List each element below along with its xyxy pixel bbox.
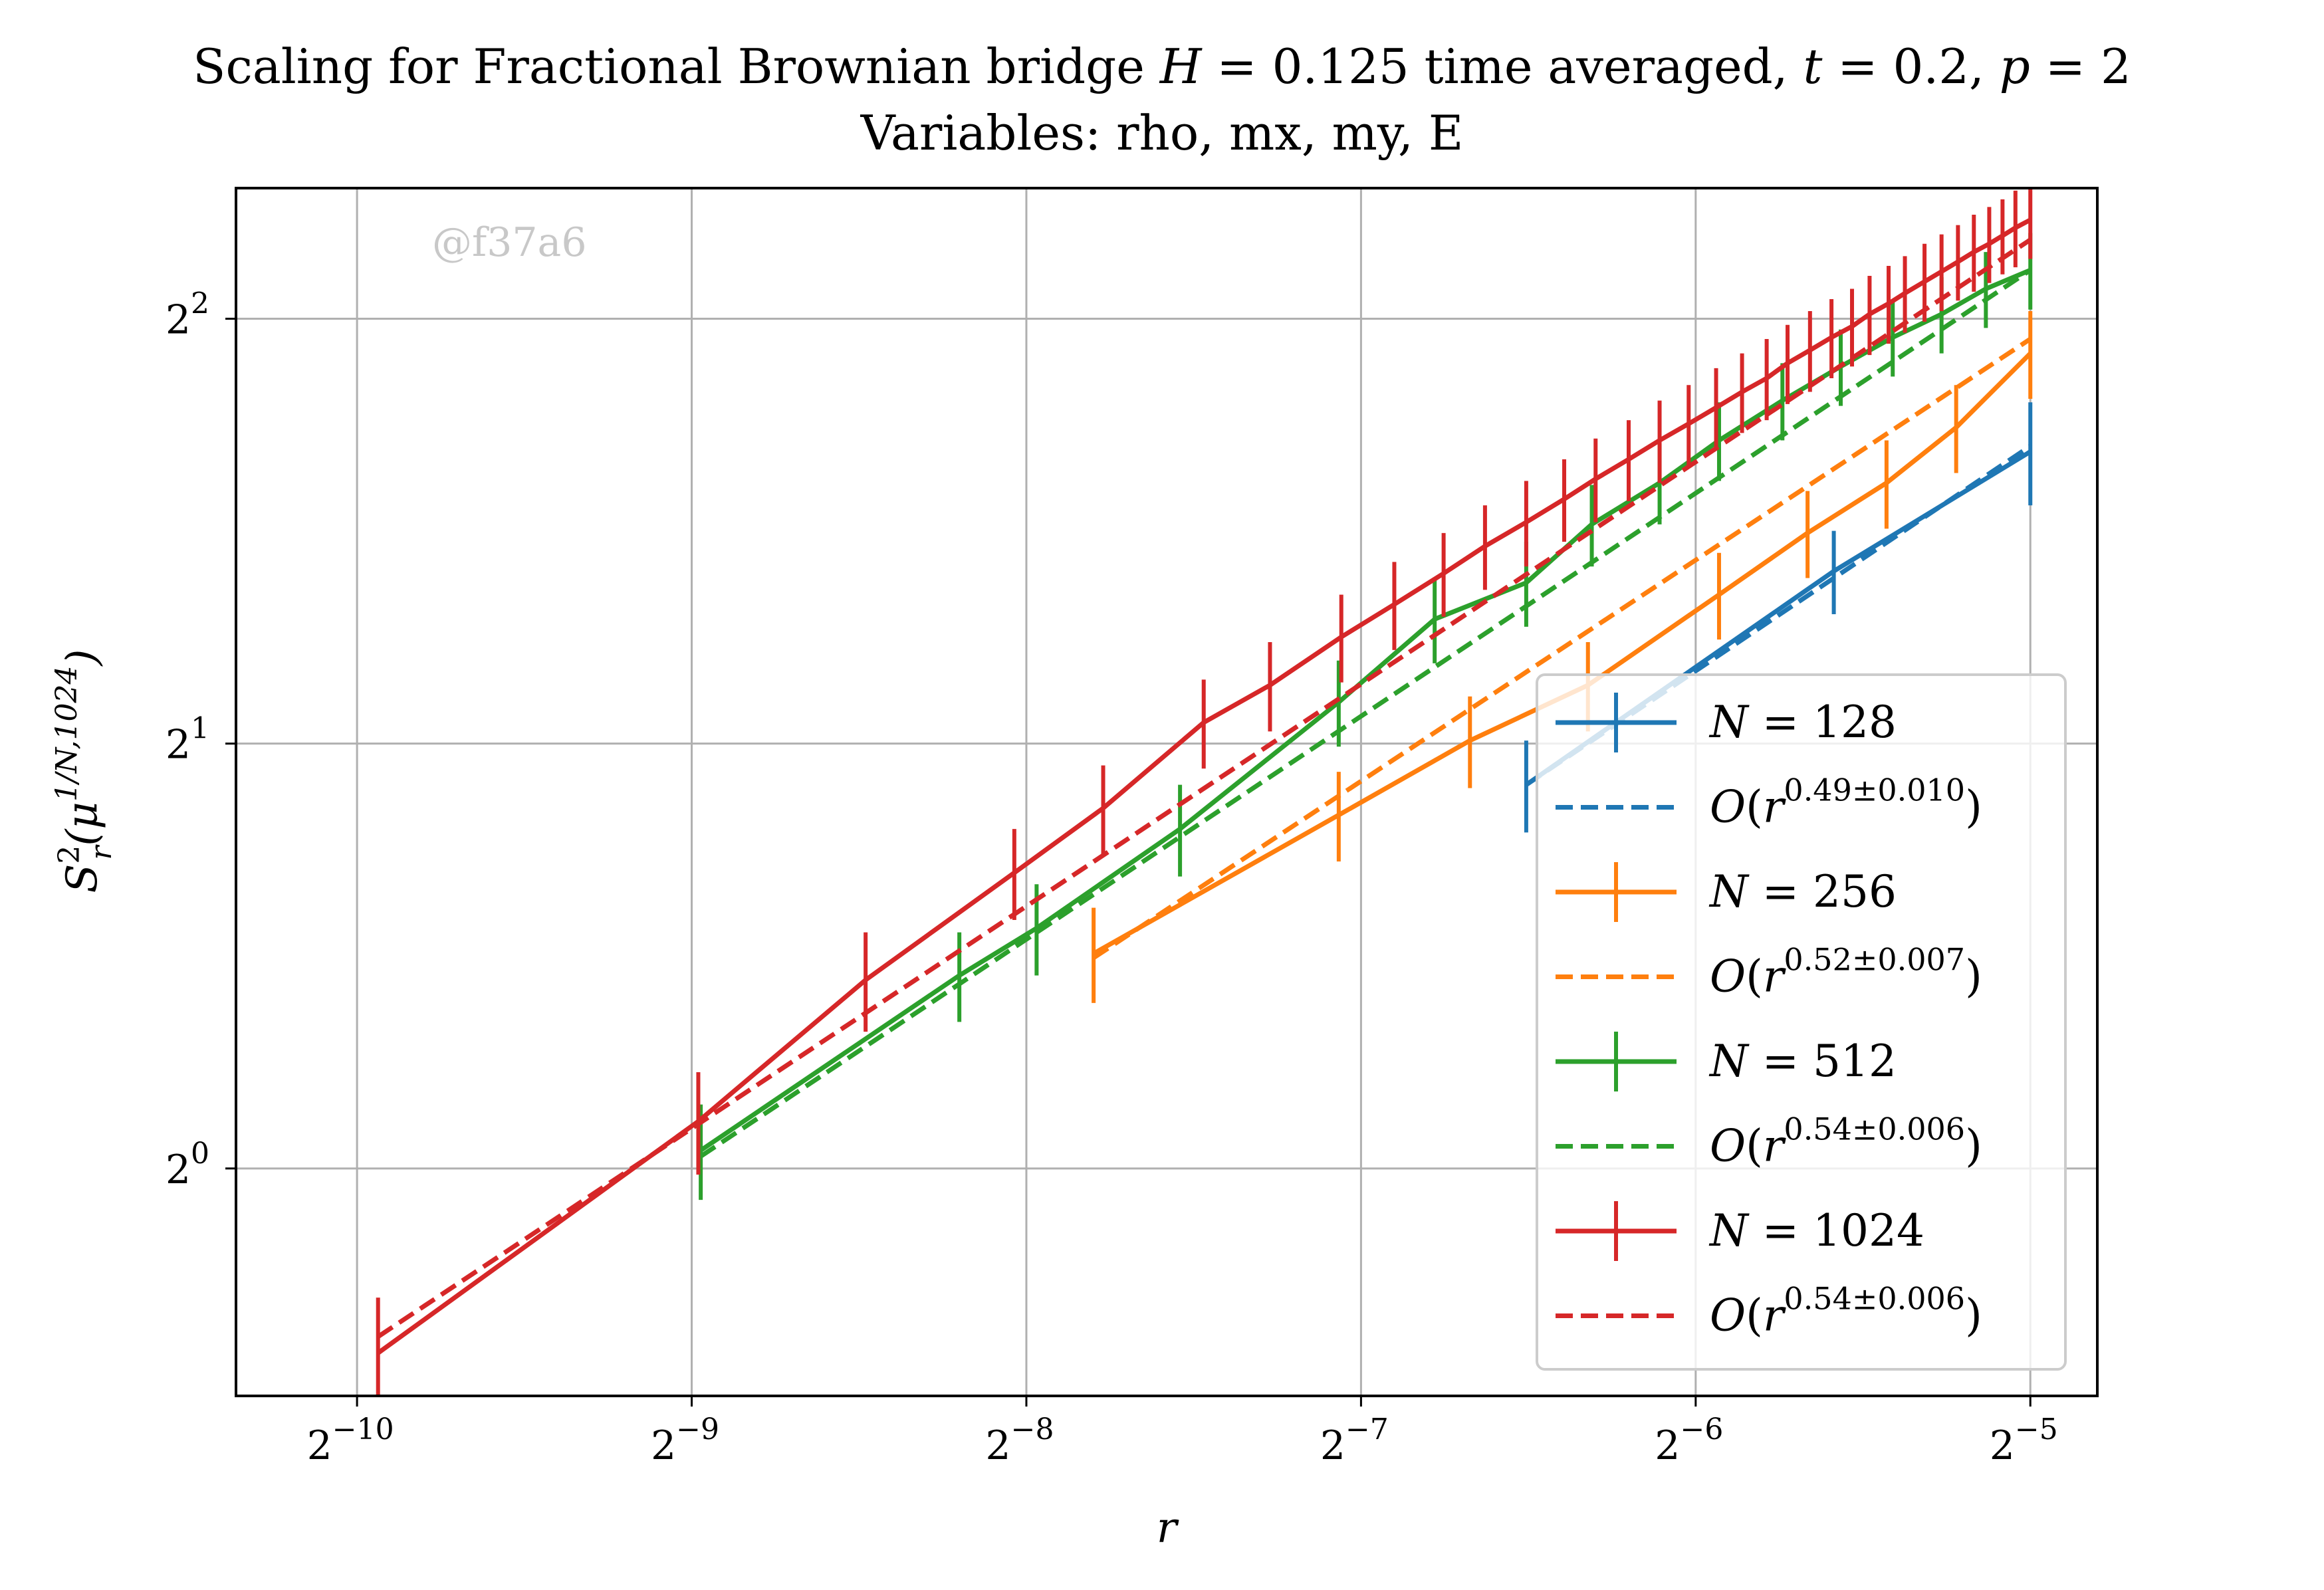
series-fit-3 — [1092, 337, 2032, 960]
plot-frame — [235, 187, 2099, 1397]
fit-line — [1092, 337, 2032, 960]
fit-line — [699, 268, 2032, 1159]
chart-subtitle: Variables: rho, mx, my, E — [860, 105, 1464, 161]
x-axis-label: r — [1157, 1504, 1179, 1553]
legend-label: N = 256 — [1708, 866, 1897, 917]
legend-label: O(r0.49±0.010) — [1710, 772, 1982, 833]
series-fit-7 — [376, 237, 2032, 1339]
legend-label: N = 512 — [1708, 1036, 1897, 1087]
x-axis-ticks: 2−10 2−9 2−8 2−7 2−6 2−5 — [307, 1396, 2058, 1469]
x-tick-label: 2−9 — [651, 1413, 719, 1469]
legend-label: O(r0.54±0.006) — [1710, 1111, 1982, 1172]
legend-label: N = 128 — [1708, 697, 1897, 748]
y-axis-ticks: 20 21 22 — [166, 286, 236, 1193]
x-tick-label: 2−7 — [1320, 1413, 1389, 1469]
legend-label: N = 1024 — [1708, 1205, 1924, 1256]
series-layer — [376, 188, 2033, 1396]
title: Scaling for Fractional Brownian bridge H… — [193, 39, 2131, 161]
chart-title: Scaling for Fractional Brownian bridge H… — [193, 39, 2131, 94]
watermark: @f37a6 — [432, 219, 587, 266]
y-tick-label: 21 — [166, 712, 209, 768]
legend-label: O(r0.52±0.007) — [1710, 942, 1982, 1002]
data-line — [699, 268, 2032, 1153]
x-tick-label: 2−6 — [1655, 1413, 1723, 1469]
x-tick-label: 2−8 — [985, 1413, 1054, 1469]
legend-box — [1536, 673, 2067, 1371]
x-tick-label: 2−10 — [307, 1413, 394, 1469]
legend: N = 128 O(r0.49±0.010) N = 256 O(r0.52±0.00… — [1536, 673, 2067, 1371]
fit-line — [376, 237, 2032, 1339]
y-tick-label: 20 — [166, 1137, 209, 1193]
legend-label: O(r0.54±0.006) — [1710, 1281, 1982, 1341]
y-tick-label: 22 — [166, 286, 209, 343]
series-fit-5 — [699, 268, 2032, 1159]
x-tick-label: 2−5 — [1990, 1413, 2058, 1469]
series-data-6 — [376, 188, 2033, 1396]
